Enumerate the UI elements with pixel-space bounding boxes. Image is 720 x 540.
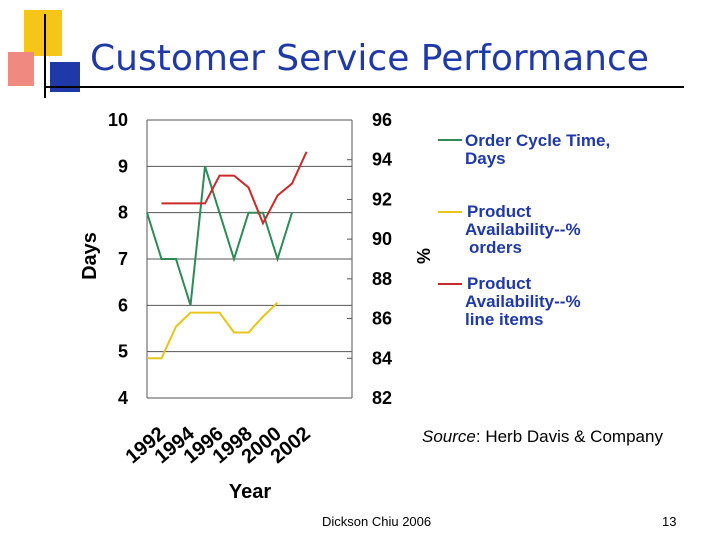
- source-text: : Herb Davis & Company: [475, 427, 663, 446]
- right-tick-label: 94: [372, 150, 392, 170]
- legend-label-order-cycle: Order Cycle Time, Days: [465, 132, 610, 168]
- left-tick-label: 7: [118, 249, 128, 269]
- series-line: [147, 301, 279, 360]
- left-tick-label: 6: [118, 295, 128, 315]
- series-line: [161, 151, 308, 226]
- deco-red-block: [8, 52, 34, 86]
- legend-label-availability-orders: Product Availability--% orders: [465, 203, 581, 257]
- series-line: [146, 166, 293, 306]
- legend-line-availability-line-items: [438, 283, 462, 285]
- right-tick-label: 90: [372, 229, 392, 249]
- legend-text-line: Product: [467, 202, 532, 221]
- legend-line-availability-orders: [438, 211, 462, 213]
- left-tick-label: 5: [118, 342, 128, 362]
- left-tick-label: 9: [118, 156, 128, 176]
- right-tick-label: 88: [372, 269, 392, 289]
- source-note: Source: Herb Davis & Company: [422, 427, 663, 447]
- deco-yellow-block: [24, 10, 62, 56]
- slide-title: Customer Service Performance: [90, 38, 649, 79]
- legend-line-order-cycle: [438, 139, 462, 141]
- legend-text-line: Order Cycle Time,: [465, 131, 611, 150]
- footer-author: Dickson Chiu 2006: [322, 514, 432, 529]
- deco-vertical-rule: [44, 14, 46, 98]
- legend-text-line: orders: [469, 238, 522, 257]
- x-axis-title: Year: [229, 481, 271, 503]
- left-tick-label: 4: [118, 388, 128, 408]
- legend-text-line: Product: [467, 274, 532, 293]
- right-tick-label: 96: [372, 110, 392, 130]
- right-tick-label: 92: [372, 189, 392, 209]
- legend-text-line: Availability--%: [465, 292, 581, 311]
- legend-text-line: Days: [465, 149, 506, 168]
- right-tick-label: 82: [372, 388, 392, 408]
- right-tick-label: 84: [372, 348, 392, 368]
- legend-text-line: Availability--%: [465, 220, 581, 239]
- legend-label-availability-line-items: Product Availability--% line items: [465, 275, 581, 329]
- source-label: Source: [422, 427, 476, 446]
- right-axis-title: %: [414, 248, 434, 264]
- legend-text-line: line items: [465, 310, 544, 329]
- left-tick-label: 8: [118, 203, 128, 223]
- title-underline: [44, 86, 684, 88]
- left-tick-label: 10: [108, 110, 128, 130]
- right-tick-label: 86: [372, 309, 392, 329]
- left-axis-title: Days: [79, 232, 101, 280]
- page-number: 13: [662, 514, 677, 529]
